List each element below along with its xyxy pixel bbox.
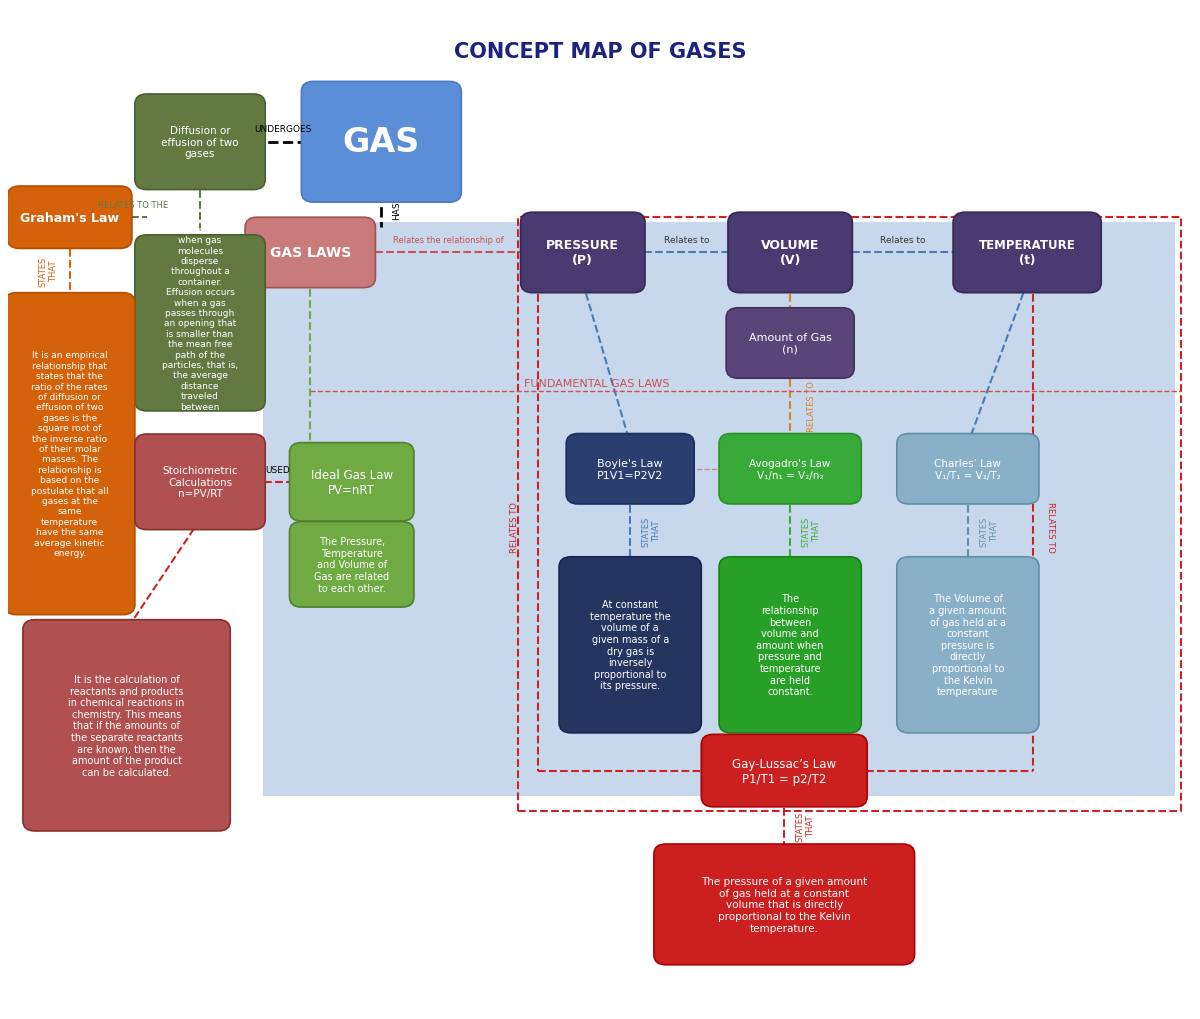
Text: GAS: GAS: [343, 126, 420, 159]
Text: Relates to: Relates to: [664, 235, 709, 245]
Text: Ideal Gas Law
PV=nRT: Ideal Gas Law PV=nRT: [311, 469, 392, 496]
FancyBboxPatch shape: [559, 557, 701, 733]
FancyBboxPatch shape: [728, 213, 852, 293]
FancyBboxPatch shape: [289, 522, 414, 607]
Text: GAS LAWS: GAS LAWS: [270, 247, 350, 260]
Text: Amount of Gas
(n): Amount of Gas (n): [749, 333, 832, 355]
FancyBboxPatch shape: [726, 309, 854, 379]
Text: STATES
THAT: STATES THAT: [979, 516, 998, 546]
FancyBboxPatch shape: [7, 186, 132, 250]
FancyBboxPatch shape: [134, 95, 265, 191]
FancyBboxPatch shape: [654, 844, 914, 965]
Text: Diffusion occurs
when gas
molecules
disperse
throughout a
container.
Effusion oc: Diffusion occurs when gas molecules disp…: [162, 225, 238, 422]
Text: USED: USED: [265, 466, 289, 475]
Text: RELATES TO: RELATES TO: [806, 381, 816, 432]
FancyBboxPatch shape: [953, 213, 1102, 293]
Text: PRESSURE
(P): PRESSURE (P): [546, 239, 619, 267]
Text: The Pressure,
Temperature
and Volume of
Gas are related
to each other.: The Pressure, Temperature and Volume of …: [314, 537, 389, 593]
Text: Boyle's Law
P1V1=P2V2: Boyle's Law P1V1=P2V2: [598, 459, 664, 480]
FancyBboxPatch shape: [134, 235, 265, 412]
Text: RELATES TO THE: RELATES TO THE: [98, 201, 168, 210]
Text: STATES
THAT: STATES THAT: [38, 256, 58, 286]
FancyBboxPatch shape: [263, 223, 1175, 796]
Text: Charles’ Law
V₁/T₁ = V₂/T₂: Charles’ Law V₁/T₁ = V₂/T₂: [935, 459, 1001, 480]
FancyBboxPatch shape: [701, 735, 868, 807]
FancyBboxPatch shape: [289, 443, 414, 522]
FancyBboxPatch shape: [521, 213, 646, 293]
Text: Avogadro's Law
V₁/n₁ = V₂/n₂: Avogadro's Law V₁/n₁ = V₂/n₂: [750, 459, 830, 480]
Text: CONCEPT MAP OF GASES: CONCEPT MAP OF GASES: [455, 42, 746, 62]
FancyBboxPatch shape: [134, 435, 265, 530]
Text: STATES
THAT: STATES THAT: [796, 810, 815, 841]
Text: Graham's Law: Graham's Law: [20, 212, 119, 224]
Text: The Volume of
a given amount
of gas held at a
constant
pressure is
directly
prop: The Volume of a given amount of gas held…: [930, 594, 1007, 697]
Text: HAS: HAS: [392, 201, 401, 220]
Text: The pressure of a given amount
of gas held at a constant
volume that is directly: The pressure of a given amount of gas he…: [701, 876, 868, 932]
FancyBboxPatch shape: [896, 434, 1039, 504]
Text: Relates the relationship of: Relates the relationship of: [392, 235, 503, 245]
FancyBboxPatch shape: [566, 434, 694, 504]
Text: It is an empirical
relationship that
states that the
ratio of the rates
of diffu: It is an empirical relationship that sta…: [31, 351, 108, 557]
FancyBboxPatch shape: [719, 557, 862, 733]
Text: The
relationship
between
volume and
amount when
pressure and
temperature
are hel: The relationship between volume and amou…: [756, 594, 824, 697]
FancyBboxPatch shape: [301, 83, 461, 203]
FancyBboxPatch shape: [5, 293, 134, 615]
Text: RELATES TO: RELATES TO: [1046, 501, 1055, 552]
Text: FUNDAMENTAL GAS LAWS: FUNDAMENTAL GAS LAWS: [523, 379, 670, 389]
Text: STATES
THAT: STATES THAT: [802, 516, 821, 546]
Text: It is the calculation of
reactants and products
in chemical reactions in
chemist: It is the calculation of reactants and p…: [68, 675, 185, 776]
FancyBboxPatch shape: [23, 621, 230, 832]
FancyBboxPatch shape: [245, 218, 376, 288]
FancyBboxPatch shape: [896, 557, 1039, 733]
Text: Diffusion or
effusion of two
gases: Diffusion or effusion of two gases: [161, 126, 239, 159]
Text: STATES
THAT: STATES THAT: [642, 516, 661, 546]
Text: Gay-Lussac’s Law
P1/T1 = p2/T2: Gay-Lussac’s Law P1/T1 = p2/T2: [732, 757, 836, 785]
FancyBboxPatch shape: [719, 434, 862, 504]
Text: Relates to: Relates to: [880, 235, 925, 245]
Text: VOLUME
(V): VOLUME (V): [761, 239, 820, 267]
Text: UNDERGOES: UNDERGOES: [254, 125, 312, 135]
Text: Stoichiometric
Calculations
n=PV/RT: Stoichiometric Calculations n=PV/RT: [162, 466, 238, 499]
Text: At constant
temperature the
volume of a
given mass of a
dry gas is
inversely
pro: At constant temperature the volume of a …: [590, 599, 671, 691]
Text: RELATES TO: RELATES TO: [510, 501, 520, 552]
Text: TEMPERATURE
(t): TEMPERATURE (t): [979, 239, 1075, 267]
